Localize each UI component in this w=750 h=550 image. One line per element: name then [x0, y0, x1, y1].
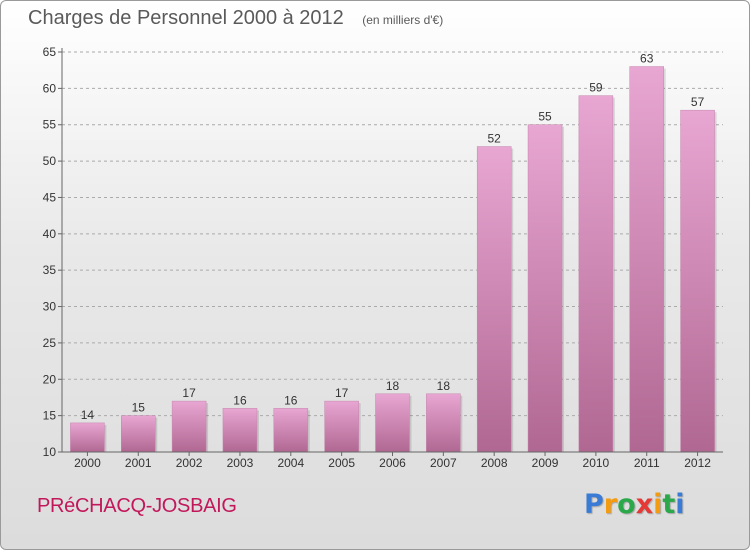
bar [629, 66, 664, 453]
x-tick-label: 2004 [277, 456, 304, 470]
bars [70, 66, 717, 453]
bar-value-label: 18 [386, 379, 400, 393]
bar [578, 95, 614, 453]
x-tick-label: 2002 [176, 456, 203, 470]
data-labels: 14 15 17 16 16 17 18 18 52 55 59 63 57 [81, 52, 705, 422]
bar [426, 393, 461, 453]
logo-letter: r [603, 489, 618, 520]
x-tick-label: 2011 [634, 456, 660, 470]
bar-value-label: 14 [81, 408, 95, 422]
commune-name: PRéCHACQ-JOSBAIG [37, 495, 237, 517]
logo-letter: i [653, 489, 663, 520]
grid-lines [62, 51, 723, 417]
x-tick-label: 2003 [227, 456, 254, 470]
bar-value-label: 18 [437, 379, 451, 393]
bar-value-label: 15 [132, 401, 146, 415]
bar [375, 393, 410, 453]
y-tick-label: 55 [43, 118, 57, 132]
bar-value-label: 55 [538, 110, 552, 124]
y-tick-label: 60 [43, 81, 57, 95]
x-tick-label: 2007 [430, 456, 457, 470]
bar [273, 408, 309, 453]
bar [527, 124, 563, 453]
x-tick-label: 2008 [481, 456, 508, 470]
y-tick-label: 35 [43, 263, 57, 277]
y-tick-label: 10 [43, 445, 57, 459]
x-tick-label: 2005 [328, 456, 355, 470]
logo-letter: i [675, 489, 685, 520]
x-tick-label: 2000 [74, 456, 101, 470]
bar [680, 109, 715, 453]
logo-letter: P [584, 489, 604, 520]
y-tick-label: 15 [43, 409, 57, 423]
bar [121, 415, 156, 453]
bar [476, 146, 512, 453]
bar [324, 400, 359, 453]
bar [70, 422, 105, 453]
x-tick-label: 2012 [684, 456, 711, 470]
logo-letter: t [662, 489, 676, 520]
title-row: Charges de Personnel 2000 à 2012 (en mil… [28, 7, 443, 30]
y-tick-label: 45 [43, 190, 57, 204]
y-tick-label: 40 [43, 227, 57, 241]
bar [171, 400, 207, 453]
axes: 10 15 20 25 30 35 40 45 50 55 60 65 2000 2001 2002 2003… [43, 45, 723, 470]
proxiti-logo: Proxiti [584, 489, 685, 520]
x-tick-label: 2001 [125, 456, 152, 470]
y-tick-label: 25 [43, 336, 57, 350]
y-tick-label: 50 [43, 154, 57, 168]
bar-value-label: 59 [589, 81, 603, 95]
bar-value-label: 17 [182, 386, 196, 400]
bar-value-label: 16 [284, 393, 298, 407]
bar-value-label: 63 [640, 52, 654, 66]
bar-value-label: 52 [488, 132, 502, 146]
y-tick-label: 20 [43, 372, 57, 386]
logo-letter: x [635, 489, 654, 520]
chart-subtitle: (en milliers d'€) [362, 13, 444, 27]
y-tick-label: 30 [43, 300, 57, 314]
bar-value-label: 16 [233, 393, 247, 407]
x-tick-label: 2006 [379, 456, 406, 470]
chart-title: Charges de Personnel 2000 à 2012 [28, 7, 344, 29]
bar-value-label: 57 [691, 95, 705, 109]
logo-letter: o [617, 489, 636, 520]
x-tick-label: 2010 [583, 456, 610, 470]
x-tick-label: 2009 [532, 456, 559, 470]
bar-value-label: 17 [335, 386, 349, 400]
bar [222, 408, 258, 453]
y-tick-label: 65 [43, 45, 57, 59]
